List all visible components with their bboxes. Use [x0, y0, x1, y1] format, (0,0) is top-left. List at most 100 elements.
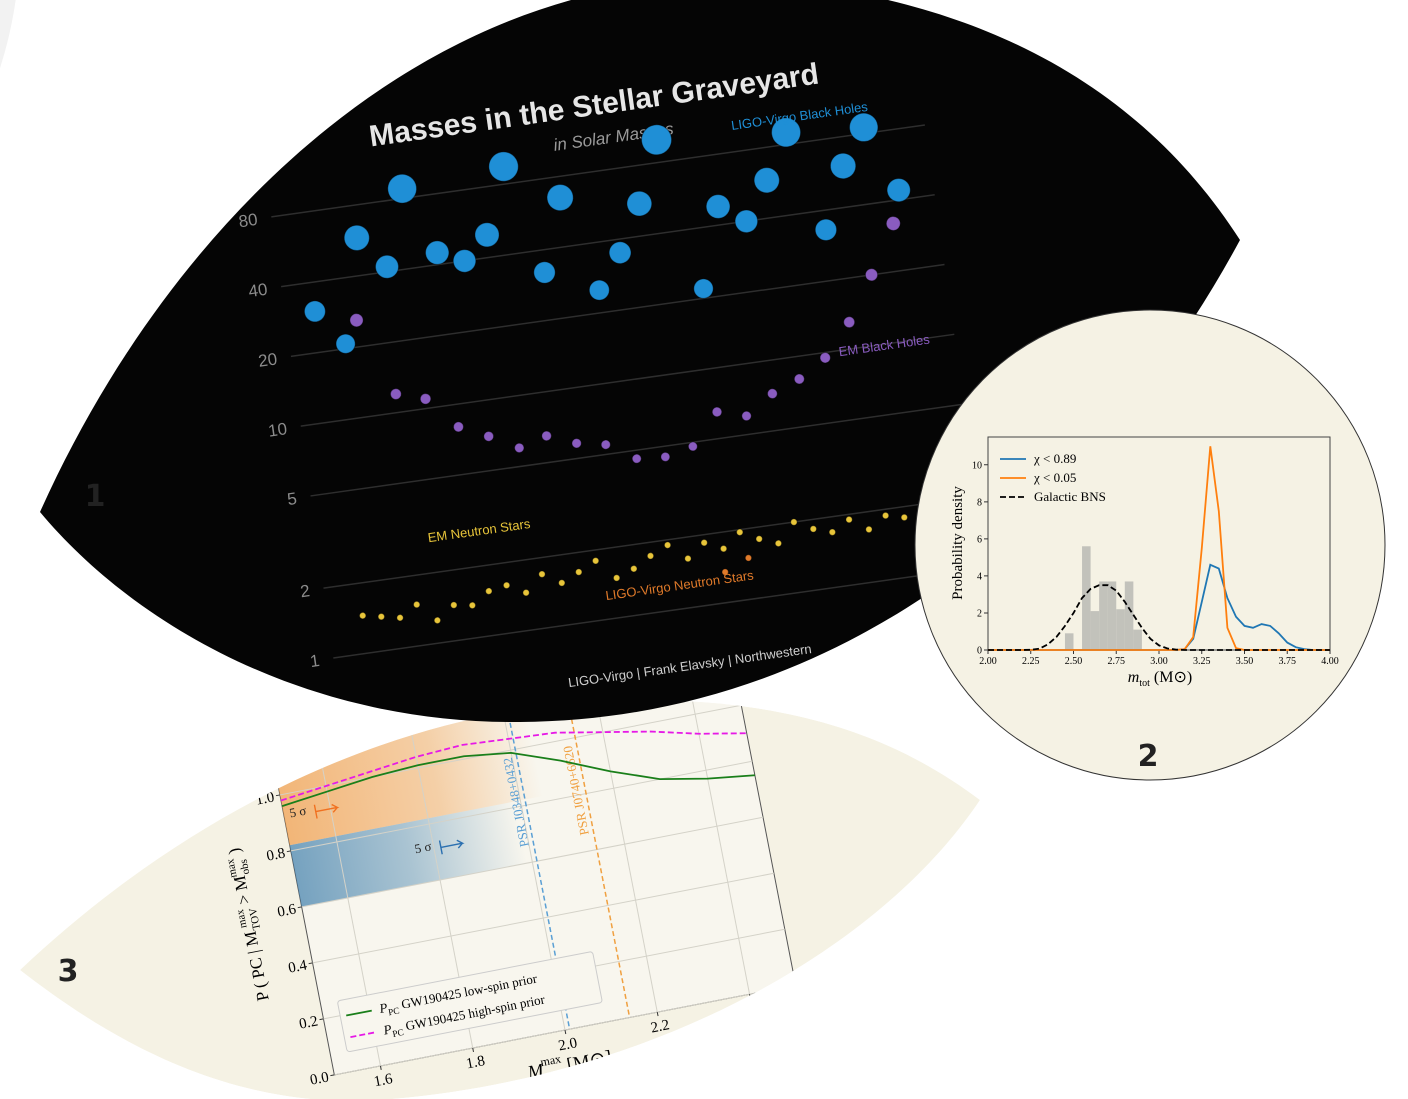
panel-2: Probability density mtot (M⊙) 0 2 4 6 8 10 2.00…	[914, 309, 1386, 781]
data-point	[571, 438, 582, 449]
data-point	[641, 124, 673, 156]
data-point	[343, 224, 370, 251]
data-point	[705, 194, 731, 219]
y-tick-label: 8	[977, 497, 982, 508]
x-tick-label: 3.00	[1150, 656, 1168, 667]
data-point	[412, 600, 421, 609]
y-tick-label: 2	[977, 608, 982, 619]
y-tick-label: 0.2	[298, 1013, 319, 1032]
panel-number: 1	[85, 479, 106, 514]
data-point	[546, 183, 574, 212]
data-point	[741, 410, 752, 422]
y-tick-label: 0.6	[276, 901, 298, 920]
annotation-arrow	[438, 839, 465, 855]
x-tick-label: 3.25	[1193, 656, 1211, 667]
data-point	[766, 388, 778, 400]
x-tick-label: 2.75	[1108, 656, 1126, 667]
legend-symbol: P	[377, 1000, 389, 1016]
histogram-bar	[1064, 633, 1074, 650]
y-tick-label: 0.4	[287, 957, 309, 976]
grid-line	[290, 263, 945, 358]
grid-line	[300, 333, 955, 427]
reference-line	[566, 700, 631, 1018]
grid-line	[686, 700, 751, 995]
annotation-arrow	[313, 803, 340, 819]
histogram-bar	[1107, 581, 1117, 650]
x-tick-label: 2.0	[557, 1035, 578, 1054]
legend-swatch	[350, 1031, 377, 1039]
data-point	[845, 515, 853, 524]
data-point	[886, 177, 911, 203]
data-point	[541, 430, 552, 442]
data-point	[303, 300, 326, 323]
backdrop-arc	[0, 0, 16, 68]
panel-number: 2	[1138, 739, 1159, 774]
data-point	[377, 612, 386, 621]
series-line	[281, 751, 755, 807]
data-point	[396, 614, 404, 622]
data-point	[790, 518, 798, 526]
y-tick-label: 0.0	[309, 1069, 330, 1088]
data-point	[734, 209, 759, 234]
x-tick-label: 2.00	[979, 656, 997, 667]
data-point	[881, 511, 890, 520]
data-point	[575, 568, 583, 576]
data-point	[474, 222, 500, 248]
grid-line	[333, 565, 987, 659]
y-tick-label: 10	[972, 460, 982, 471]
data-point	[721, 568, 729, 576]
data-point	[744, 554, 753, 562]
data-point	[538, 570, 546, 578]
data-point	[753, 167, 780, 194]
data-point	[608, 241, 632, 265]
data-point	[809, 525, 818, 533]
x-tick	[379, 1065, 382, 1070]
data-point	[374, 254, 399, 279]
data-point	[687, 441, 698, 452]
x-tick-label: 3.50	[1236, 656, 1254, 667]
legend-sub: PC	[392, 1027, 405, 1039]
data-point	[793, 373, 805, 385]
data-point	[755, 535, 763, 543]
y-tick-label: 2	[299, 581, 311, 601]
y-tick-label: 4	[977, 571, 982, 582]
data-point	[452, 249, 477, 273]
data-point	[719, 544, 728, 553]
annotation: 5 σ	[413, 838, 432, 856]
data-point	[533, 261, 556, 284]
orange-band	[271, 703, 543, 846]
series-line	[280, 730, 747, 802]
y-tick	[275, 794, 281, 797]
histogram-bar	[1133, 629, 1142, 650]
data-point	[736, 528, 744, 536]
data-point	[771, 117, 802, 148]
x-tick	[472, 1047, 474, 1053]
data-point	[660, 451, 671, 462]
data-point	[693, 278, 714, 299]
grid-line	[323, 495, 978, 589]
data-point	[849, 112, 879, 143]
y-tick-label: 1	[309, 651, 321, 671]
annotation: 5 σ	[288, 803, 307, 821]
data-point	[488, 151, 519, 182]
data-point	[684, 554, 692, 563]
data-point	[425, 240, 450, 265]
data-point	[419, 393, 432, 405]
data-point	[522, 588, 530, 597]
histogram-bar	[1116, 609, 1125, 650]
x-tick-label: 2.2	[649, 1017, 670, 1036]
data-point	[885, 215, 901, 231]
data-point	[630, 565, 638, 573]
x-tick	[564, 1029, 567, 1035]
y-tick-label: 20	[257, 349, 278, 370]
data-point	[819, 352, 831, 364]
histogram-bar	[1124, 581, 1134, 650]
x-tick-label: 2.25	[1022, 656, 1040, 667]
plot: Probability density mtot (M⊙) 0 2 4 6 8 10 2.00…	[950, 436, 1339, 689]
data-point	[588, 279, 610, 301]
data-point	[452, 421, 464, 433]
data-point	[483, 430, 495, 442]
x-tick-label: 2.50	[1065, 656, 1083, 667]
